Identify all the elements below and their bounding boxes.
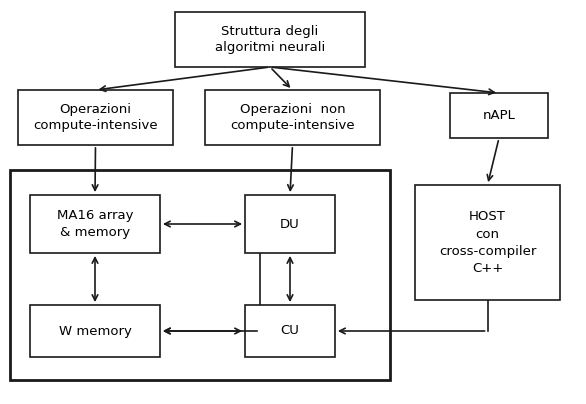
Bar — [30, 305, 160, 357]
Bar — [450, 93, 548, 138]
Text: Operazioni
compute-intensive: Operazioni compute-intensive — [33, 103, 158, 133]
Text: Struttura degli
algoritmi neurali: Struttura degli algoritmi neurali — [215, 25, 325, 55]
Bar — [205, 90, 380, 145]
Bar — [30, 195, 160, 253]
Text: HOST
con
cross-compiler
C++: HOST con cross-compiler C++ — [439, 210, 536, 274]
Bar — [245, 305, 335, 357]
Text: Operazioni  non
compute-intensive: Operazioni non compute-intensive — [230, 103, 355, 133]
Bar — [18, 90, 173, 145]
Text: DU: DU — [280, 217, 300, 231]
Bar — [175, 12, 365, 67]
Bar — [10, 170, 390, 380]
Text: nAPL: nAPL — [482, 109, 516, 122]
Bar — [415, 185, 560, 300]
Bar — [245, 195, 335, 253]
Text: CU: CU — [281, 324, 299, 337]
Text: MA16 array
& memory: MA16 array & memory — [57, 209, 133, 239]
Text: W memory: W memory — [59, 324, 131, 337]
